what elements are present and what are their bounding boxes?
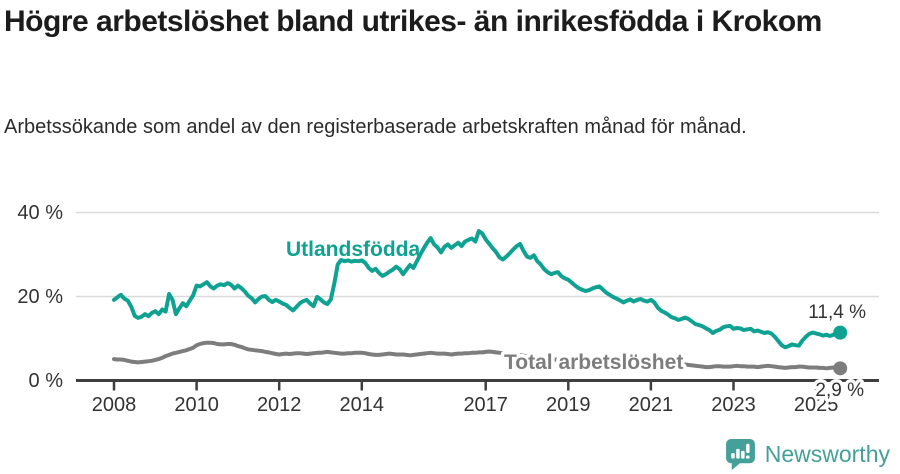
series-end-dot <box>833 361 848 376</box>
chart-series-layer <box>112 229 848 376</box>
x-tick-label: 2021 <box>629 394 674 416</box>
end-value-label-total: 2,9 % <box>815 380 864 401</box>
x-tick-label: 2023 <box>711 394 756 416</box>
series-line-utlandsfodda <box>112 229 843 350</box>
series-line-total <box>112 340 843 371</box>
newsworthy-logo[interactable]: Newsworthy <box>724 437 890 471</box>
x-tick-label: 2010 <box>174 394 219 416</box>
chart-grid-layer: 2008 2010 2012 2014 2017 2019 2021 2023 2025 <box>76 211 879 416</box>
page-subtitle: Arbetssökande som andel av den registerb… <box>4 116 747 138</box>
end-value-label-utlandsfodda: 11,4 % <box>808 302 866 323</box>
series-label-total-arbetsloshet: Total arbetslöshet <box>504 351 683 374</box>
series-end-dot <box>833 325 848 340</box>
page-title: Högre arbetslöshet bland utrikes- än inr… <box>4 5 822 38</box>
newsworthy-brand-text: Newsworthy <box>764 440 890 467</box>
x-tick-label: 2014 <box>340 394 385 416</box>
x-tick-label: 2019 <box>546 394 591 416</box>
x-tick-label: 2008 <box>92 394 137 416</box>
bar-chart-bubble-icon <box>725 439 755 470</box>
x-tick-label: 2017 <box>463 394 508 416</box>
series-label-utlandsfodda: Utlandsfödda <box>286 238 420 261</box>
y-tick-label-40: 40 % <box>17 202 63 224</box>
x-tick-label: 2025 <box>794 394 839 416</box>
x-tick-label: 2012 <box>257 394 302 416</box>
y-tick-label-20: 20 % <box>17 286 63 308</box>
y-tick-label-0: 0 % <box>29 370 64 392</box>
